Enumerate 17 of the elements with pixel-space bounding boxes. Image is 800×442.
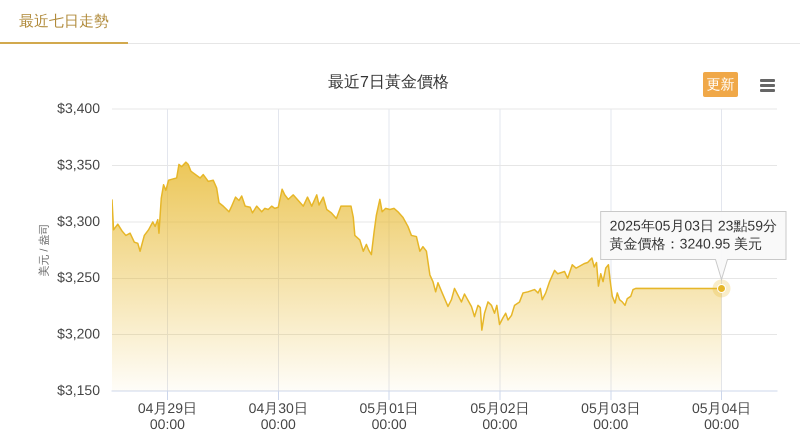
x-tick-label: 05月04日 00:00 — [692, 400, 752, 432]
x-tick-label: 04月29日 00:00 — [138, 400, 197, 432]
x-tick-label: 05月03日 00:00 — [581, 400, 640, 432]
y-tick-label: $3,300 — [57, 212, 100, 229]
annotation: 2025年05月03日 23點59分黃金價格：3240.95 美元 — [610, 217, 778, 252]
x-tick-label: 04月30日 00:00 — [248, 400, 308, 432]
y-axis-title: 美元 / 盎司 — [38, 224, 51, 277]
button: 更新 — [703, 72, 738, 97]
y-tick-label: $3,150 — [57, 382, 100, 398]
chart-title: 最近7日黃金價格 — [328, 73, 449, 92]
y-tick-label: $3,350 — [57, 156, 100, 172]
y-tick-label: $3,400 — [57, 100, 100, 116]
y-tick-label: $3,250 — [57, 269, 100, 286]
y-tick-label: $3,200 — [57, 326, 100, 342]
tab: 最近七日走勢 — [0, 0, 128, 44]
x-tick-label: 05月01日 00:00 — [360, 400, 419, 432]
x-tick-label: 05月02日 00:00 — [470, 400, 530, 432]
